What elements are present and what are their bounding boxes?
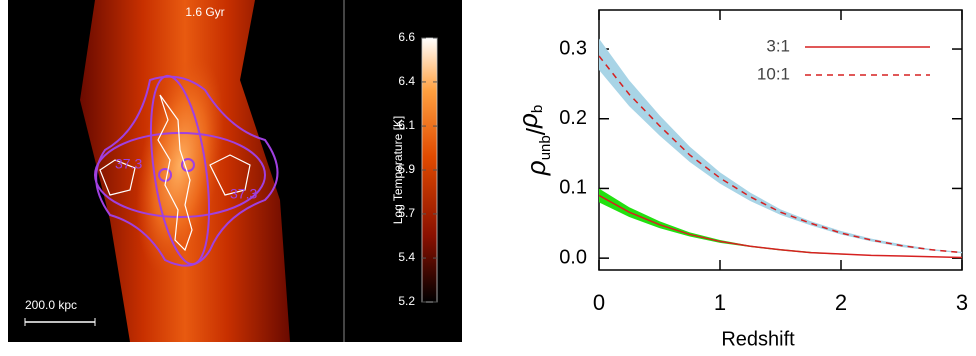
scale-label: 200.0 kpc [25, 298, 77, 312]
plot-frame [598, 9, 963, 271]
x-tick-label: 1 [714, 290, 726, 315]
series-line [599, 194, 962, 259]
hot-core [136, 56, 224, 274]
y-label-part: / [521, 127, 551, 135]
colorbar-tick-label: 6.4 [398, 74, 415, 88]
y-tick-label: 0.0 [559, 246, 587, 268]
x-tick-label: 3 [956, 290, 968, 315]
white-contours [99, 94, 251, 252]
colorbar-tick-label: 6.6 [398, 30, 415, 44]
y-tick-label: 0.3 [559, 37, 587, 59]
x-axis-label: Redshift [721, 328, 795, 350]
legend-label: 3:1 [766, 36, 790, 55]
colorbar-tick-label: 5.7 [398, 206, 415, 220]
contour-label: 37.3 [115, 156, 142, 172]
y-tick-label: 0.2 [559, 107, 587, 129]
x-tick-label: 0 [593, 290, 605, 315]
x-tick-label: 2 [835, 290, 847, 315]
y-label-part: ρ [513, 113, 543, 129]
contour-label: 37.3 [230, 186, 257, 202]
simulation-panel: 37.3 37.3 1.6 Gyr 200.0 kpc Log Temperat… [8, 0, 462, 342]
y-axis-label: ρunb/ρb [513, 105, 554, 176]
colorbar-tick-label: 5.4 [398, 250, 415, 264]
y-label-part: ρ [521, 160, 551, 176]
y-label-subscript: unb [537, 135, 554, 160]
contours [94, 74, 279, 267]
time-label: 1.6 Gyr [185, 5, 224, 19]
series-line [599, 55, 962, 254]
colorbar-label: Log Temperature [K] [391, 116, 405, 225]
uncertainty-band [599, 38, 962, 254]
legend-label: 10:1 [757, 64, 790, 83]
y-tick-label: 0.1 [559, 177, 587, 199]
colorbar-tick-label: 6.1 [398, 118, 415, 132]
colorbar-tick-label: 5.2 [398, 294, 415, 308]
y-label-subscript: b [529, 105, 546, 113]
colorbar-tick-label: 5.9 [398, 162, 415, 176]
